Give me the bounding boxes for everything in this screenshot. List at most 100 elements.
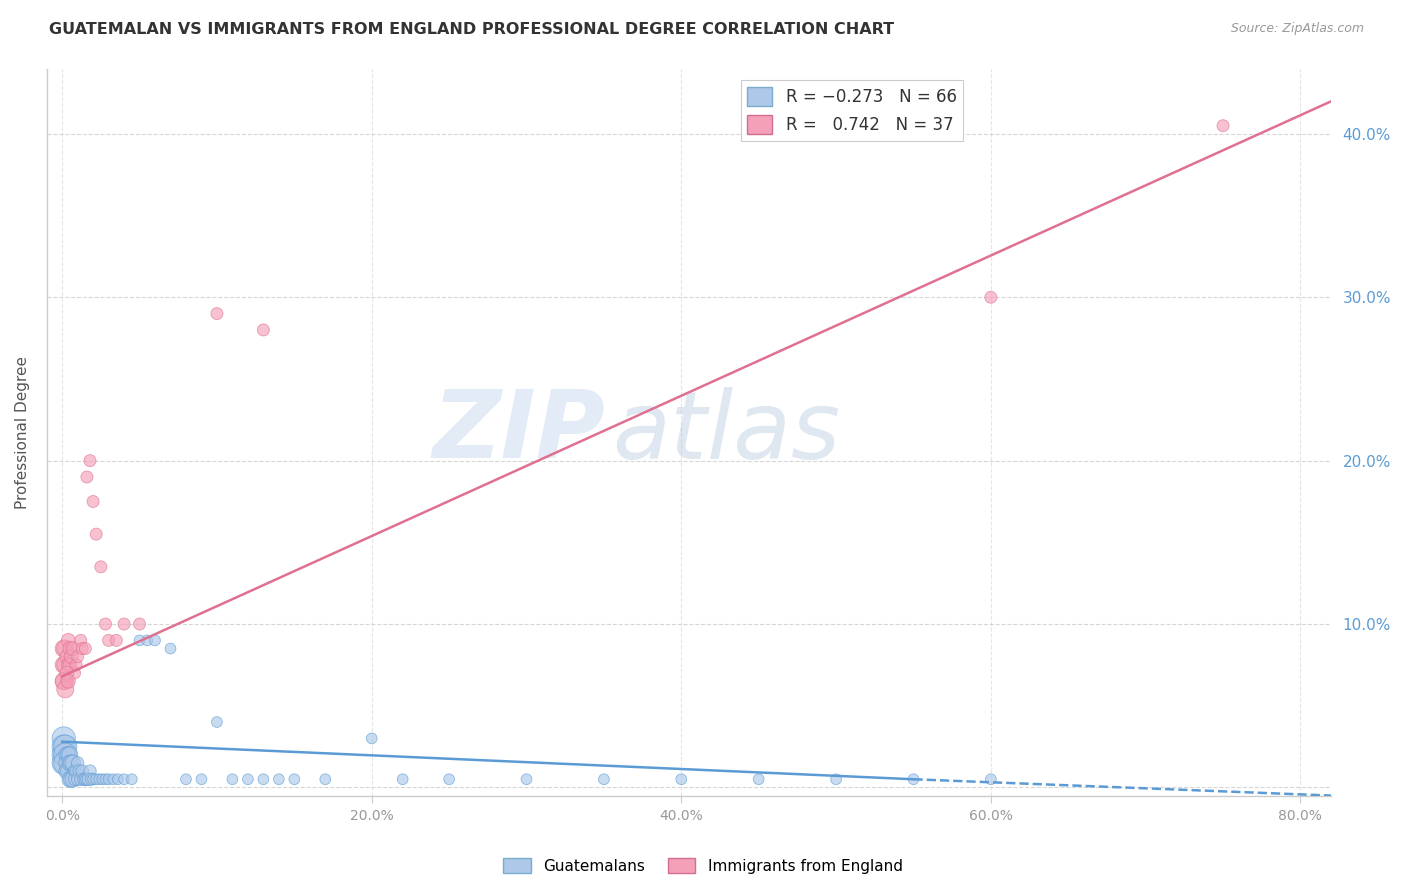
Point xyxy=(143,633,166,648)
Point xyxy=(314,772,336,787)
Point xyxy=(79,764,101,778)
Point xyxy=(825,772,848,787)
Point xyxy=(252,772,274,787)
Point xyxy=(66,756,89,770)
Point xyxy=(84,772,107,787)
Point xyxy=(76,470,98,484)
Point xyxy=(136,633,159,648)
Point xyxy=(62,756,84,770)
Point xyxy=(221,772,243,787)
Point xyxy=(75,641,97,656)
Point xyxy=(65,764,87,778)
Point xyxy=(121,772,143,787)
Point xyxy=(69,772,91,787)
Point xyxy=(53,747,76,762)
Point xyxy=(72,641,94,656)
Point xyxy=(107,772,129,787)
Point xyxy=(62,641,84,656)
Point xyxy=(75,772,97,787)
Point xyxy=(65,657,87,672)
Point xyxy=(515,772,537,787)
Point xyxy=(903,772,925,787)
Legend: Guatemalans, Immigrants from England: Guatemalans, Immigrants from England xyxy=(498,852,908,880)
Point xyxy=(103,772,125,787)
Point xyxy=(112,772,135,787)
Point xyxy=(59,657,82,672)
Point xyxy=(89,772,111,787)
Text: GUATEMALAN VS IMMIGRANTS FROM ENGLAND PROFESSIONAL DEGREE CORRELATION CHART: GUATEMALAN VS IMMIGRANTS FROM ENGLAND PR… xyxy=(49,22,894,37)
Point xyxy=(52,657,75,672)
Point xyxy=(80,772,103,787)
Point xyxy=(190,772,212,787)
Point xyxy=(73,772,96,787)
Point xyxy=(252,323,274,337)
Point xyxy=(76,772,98,787)
Point xyxy=(53,641,76,656)
Point xyxy=(59,772,82,787)
Point xyxy=(159,641,181,656)
Point xyxy=(58,657,80,672)
Point xyxy=(267,772,290,787)
Point xyxy=(52,756,75,770)
Point xyxy=(82,772,104,787)
Point xyxy=(67,764,90,778)
Point xyxy=(128,617,150,632)
Point xyxy=(53,756,76,770)
Point xyxy=(112,617,135,632)
Point xyxy=(60,649,83,664)
Point xyxy=(980,772,1002,787)
Point xyxy=(69,633,91,648)
Point xyxy=(53,682,76,697)
Point xyxy=(437,772,460,787)
Point xyxy=(59,756,82,770)
Point xyxy=(90,559,112,574)
Point xyxy=(58,633,80,648)
Point xyxy=(52,674,75,689)
Point xyxy=(205,714,228,729)
Point xyxy=(66,649,89,664)
Point xyxy=(59,641,82,656)
Point xyxy=(360,731,382,746)
Point xyxy=(82,494,104,508)
Point xyxy=(1212,119,1234,133)
Point xyxy=(84,527,107,541)
Point xyxy=(174,772,197,787)
Point xyxy=(391,772,413,787)
Point xyxy=(56,674,79,689)
Point xyxy=(97,633,120,648)
Point xyxy=(236,772,259,787)
Point xyxy=(56,756,79,770)
Point xyxy=(77,772,100,787)
Text: Source: ZipAtlas.com: Source: ZipAtlas.com xyxy=(1230,22,1364,36)
Point xyxy=(56,747,79,762)
Point xyxy=(58,747,80,762)
Point xyxy=(593,772,616,787)
Point xyxy=(72,764,94,778)
Point xyxy=(283,772,305,787)
Text: ZIP: ZIP xyxy=(433,386,606,478)
Y-axis label: Professional Degree: Professional Degree xyxy=(15,356,30,508)
Point xyxy=(58,764,80,778)
Point xyxy=(56,764,79,778)
Point xyxy=(128,633,150,648)
Point xyxy=(58,674,80,689)
Point xyxy=(52,747,75,762)
Point xyxy=(205,307,228,321)
Point xyxy=(52,674,75,689)
Legend: R = −0.273   N = 66, R =   0.742   N = 37: R = −0.273 N = 66, R = 0.742 N = 37 xyxy=(741,80,963,141)
Point xyxy=(56,649,79,664)
Point xyxy=(63,666,86,681)
Point xyxy=(60,756,83,770)
Point xyxy=(79,453,101,467)
Point xyxy=(62,772,84,787)
Point xyxy=(105,633,128,648)
Point xyxy=(671,772,693,787)
Text: atlas: atlas xyxy=(612,386,841,477)
Point xyxy=(91,772,114,787)
Point xyxy=(59,747,82,762)
Point xyxy=(56,666,79,681)
Point xyxy=(94,772,117,787)
Point xyxy=(63,772,86,787)
Point xyxy=(63,764,86,778)
Point xyxy=(748,772,770,787)
